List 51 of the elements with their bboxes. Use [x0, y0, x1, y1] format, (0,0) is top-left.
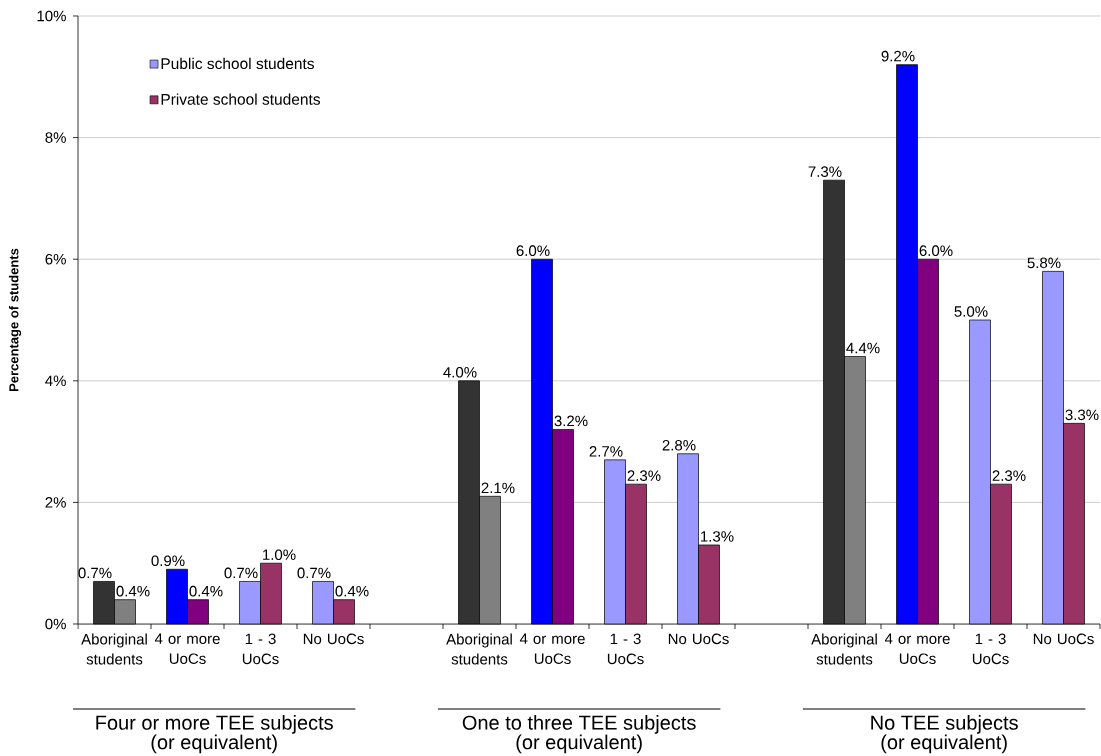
x-tick-label: 4 or more UoCs [519, 633, 585, 664]
data-label: 0.7% [297, 567, 331, 579]
data-label: 5.0% [954, 306, 988, 317]
x-tick-label: No UoCs [303, 633, 364, 645]
y-tick-label: 2% [45, 497, 66, 508]
data-label: 2.1% [481, 482, 515, 494]
x-tick-label: 1 - 3 UoCs [607, 633, 644, 665]
text: (or equivalent) [881, 734, 1007, 754]
data-label: 0.4% [189, 585, 223, 597]
x-tick-label: 4 or more UoCs [154, 633, 220, 664]
data-label: 0.4% [116, 585, 150, 597]
data-label: 1.3% [701, 531, 734, 542]
data-label: 2.3% [627, 470, 661, 481]
data-label: 0.9% [151, 555, 185, 567]
x-tick-label: No UoCs [668, 633, 729, 645]
data-label: 9.2% [881, 50, 915, 62]
y-tick-label: 6% [45, 253, 66, 265]
y-tick-label: 10% [37, 10, 66, 22]
text: Four or more TEE subjects [96, 715, 333, 734]
data-label: 7.3% [808, 166, 842, 177]
x-tick-label: No UoCs [1033, 633, 1094, 645]
y-axis-title: Percentage of students [8, 248, 22, 392]
data-label: 4.0% [443, 366, 477, 378]
data-label: 3.3% [1065, 409, 1099, 421]
data-label: 2.8% [662, 439, 696, 451]
data-label: 3.2% [554, 415, 588, 427]
data-label: 1.0% [263, 549, 296, 560]
y-tick-label: 8% [45, 132, 66, 143]
x-tick-label: Aboriginal students [446, 633, 512, 665]
x-tick-label: 1 - 3 UoCs [972, 633, 1009, 665]
x-tick-label: 4 or more UoCs [884, 633, 950, 664]
y-tick-label: 0% [45, 618, 66, 630]
x-tick-label: Aboriginal students [81, 633, 147, 665]
text: No TEE subjects [871, 715, 1018, 734]
data-label: 2.3% [992, 470, 1026, 481]
data-label: 4.4% [846, 342, 880, 354]
data-label: 0.4% [335, 585, 369, 597]
x-tick-label: 1 - 3 UoCs [242, 633, 279, 665]
data-label: 6.0% [516, 245, 550, 256]
data-label: 0.7% [78, 567, 112, 579]
data-label: 2.7% [589, 446, 623, 457]
legend-label: Private school students [161, 93, 320, 105]
data-label: 5.8% [1027, 257, 1061, 269]
data-label: 6.0% [919, 245, 953, 256]
y-tick-label: 4% [45, 375, 66, 387]
text: (or equivalent) [151, 734, 277, 754]
data-label: 0.7% [224, 567, 258, 579]
legend-label: Public school students [161, 57, 314, 70]
text: (or equivalent) [516, 734, 642, 754]
text: One to three TEE subjects [462, 715, 696, 734]
x-tick-label: Aboriginal students [811, 633, 877, 665]
